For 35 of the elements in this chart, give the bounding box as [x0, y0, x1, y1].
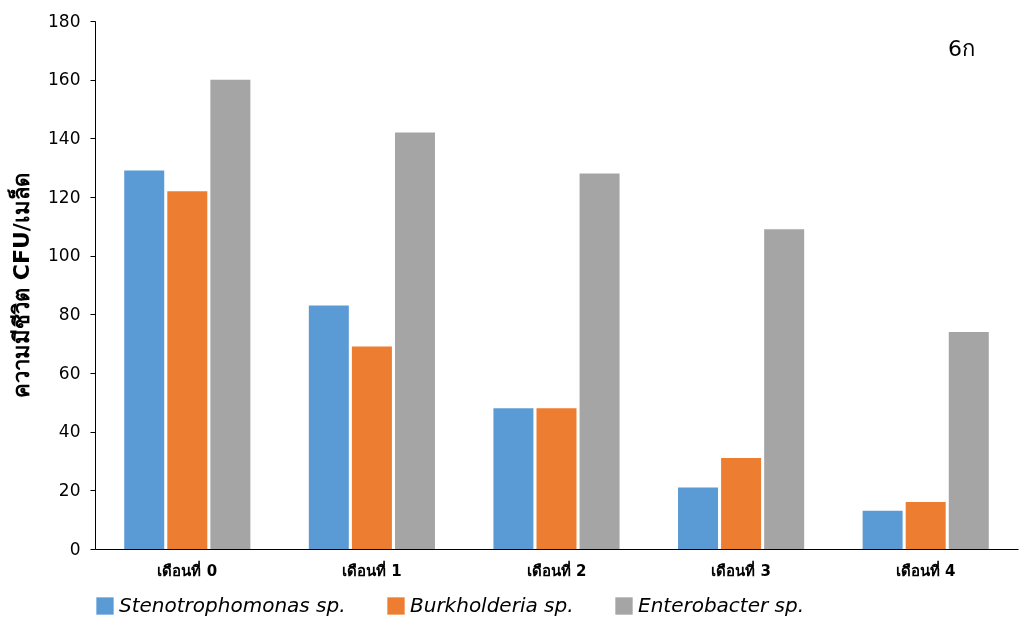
legend-label: Burkholderia sp.	[410, 593, 574, 617]
bar	[764, 229, 805, 549]
bar	[905, 502, 946, 549]
bar	[536, 408, 577, 549]
x-tick-label: เดือนที่ 0	[157, 559, 218, 580]
bar	[493, 408, 534, 549]
bar	[124, 170, 165, 549]
y-tick-label: 120	[48, 186, 81, 207]
x-tick-label: เดือนที่ 2	[526, 559, 587, 580]
y-axis-title: ความมีชีวิต CFU/เมล็ด	[7, 173, 35, 398]
bar	[394, 132, 435, 549]
y-tick-label: 0	[69, 538, 81, 559]
bar	[167, 191, 208, 549]
y-tick-label: 180	[48, 10, 81, 31]
legend-label: Stenotrophomonas sp.	[119, 593, 346, 617]
x-tick-label: เดือนที่ 4	[895, 559, 956, 580]
bar	[862, 510, 903, 549]
bar	[948, 331, 989, 549]
y-tick-label: 160	[48, 69, 81, 90]
y-tick-label: 20	[58, 479, 81, 500]
y-tick-label: 40	[58, 421, 81, 442]
bar	[721, 458, 762, 549]
x-tick-label: เดือนที่ 3	[711, 559, 771, 580]
legend-label: Enterobacter sp.	[638, 593, 805, 617]
y-tick-label: 60	[58, 362, 81, 383]
bar	[308, 305, 349, 549]
bar	[351, 346, 392, 549]
x-tick-label: เดือนที่ 1	[342, 559, 402, 580]
bar	[579, 173, 620, 549]
y-tick-label: 80	[58, 303, 81, 324]
bar	[210, 79, 251, 549]
annotation: 6ก	[948, 36, 975, 61]
bar	[678, 487, 719, 549]
y-tick-label: 100	[48, 245, 81, 266]
y-tick-label: 140	[48, 127, 81, 148]
